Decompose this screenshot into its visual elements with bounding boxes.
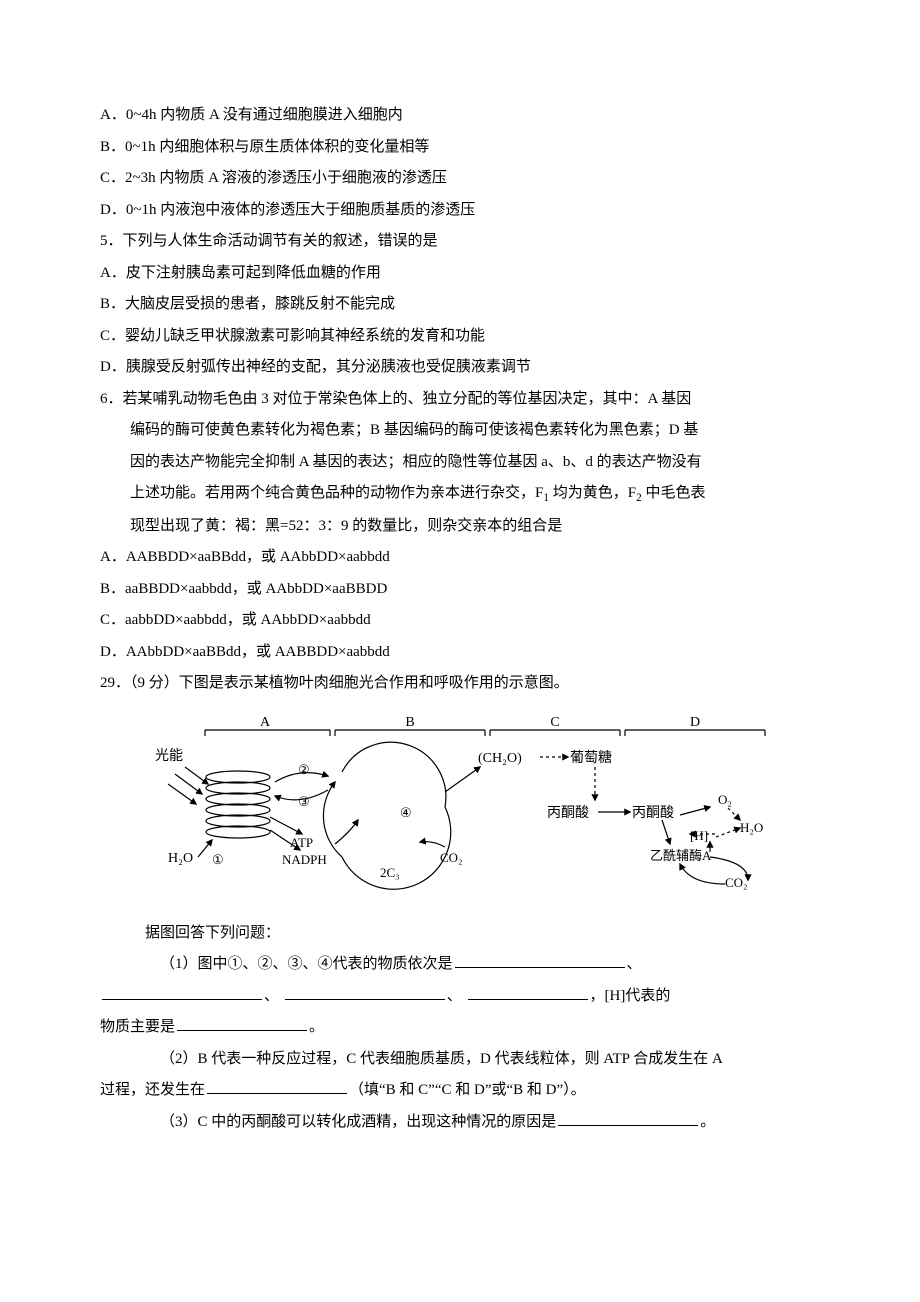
blank (177, 1012, 307, 1031)
q6-stem-4: 上述功能。若用两个纯合黄色品种的动物作为亲本进行杂交，F1 均为黄色，F2 中毛… (100, 478, 820, 511)
q29-p1a: （1）图中①、②、③、④代表的物质依次是 (160, 956, 453, 972)
q29-p1h: 。 (309, 1019, 324, 1035)
blank (285, 981, 445, 1000)
blank (468, 981, 588, 1000)
label-nadph: NADPH (282, 852, 327, 867)
label-atp: ATP (290, 835, 313, 850)
q4-option-d: D．0~1h 内液泡中液体的渗透压大于细胞质基质的渗透压 (100, 195, 820, 227)
q4-option-b: B．0~1h 内细胞体积与原生质体体积的变化量相等 (100, 132, 820, 164)
blank (102, 981, 262, 1000)
label-o2: O₂ (718, 792, 732, 807)
blank (455, 949, 625, 968)
q29-p1g: 物质主要是 (100, 1019, 175, 1035)
q29-p2-line1: （2）B 代表一种反应过程，C 代表细胞质基质，D 代表线粒体，则 ATP 合成… (100, 1044, 820, 1076)
q29-p1b: 、 (627, 956, 642, 972)
q5-option-d: D．胰腺受反射弧传出神经的支配，其分泌胰液也受促胰液素调节 (100, 352, 820, 384)
q6-stem-4a: 上述功能。若用两个纯合黄色品种的动物作为亲本进行杂交，F (130, 485, 543, 501)
label-b: B (405, 715, 414, 730)
q6-stem-4c: 中毛色表 (642, 485, 706, 501)
label-light: 光能 (155, 748, 183, 764)
label-co2-b: CO₂ (440, 850, 463, 865)
q5-option-a: A．皮下注射胰岛素可起到降低血糖的作用 (100, 258, 820, 290)
q6-stem-5: 现型出现了黄：褐：黑=52：3：9 的数量比，则杂交亲本的组合是 (100, 511, 820, 543)
q29-p1-line1: （1）图中①、②、③、④代表的物质依次是 、 (100, 949, 820, 981)
thylakoid-icon (206, 771, 270, 838)
label-circ1: ① (212, 852, 224, 867)
label-glucose: 葡萄糖 (570, 750, 612, 766)
q29-p1-line3: 物质主要是 。 (100, 1012, 820, 1044)
label-h-bracket: [H] (690, 828, 708, 843)
q29-p3-line: （3）C 中的丙酮酸可以转化成酒精，出现这种情况的原因是 。 (100, 1107, 820, 1139)
blank (207, 1075, 347, 1094)
q29-post: 据图回答下列问题： (100, 918, 820, 950)
q6-stem-1: 6．若某哺乳动物毛色由 3 对位于常染色体上的、独立分配的等位基因决定，其中：A… (100, 384, 820, 416)
label-h2o-right: H₂O (740, 820, 763, 835)
q5-option-b: B．大脑皮层受损的患者，膝跳反射不能完成 (100, 289, 820, 321)
label-acetyl: 乙酰辅酶A (650, 848, 712, 863)
q4-option-c: C．2~3h 内物质 A 溶液的渗透压小于细胞液的渗透压 (100, 163, 820, 195)
q4-option-a: A．0~4h 内物质 A 没有通过细胞膜进入细胞内 (100, 100, 820, 132)
diagram-figure: A B C D 光能 (150, 712, 770, 912)
q29-p2b: 过程，还发生在 (100, 1082, 205, 1098)
q6-stem-2: 编码的酶可使黄色素转化为褐色素；B 基因编码的酶可使该褐色素转化为黑色素；D 基 (100, 415, 820, 447)
label-a: A (260, 715, 271, 730)
label-pyruvate-d: 丙酮酸 (632, 805, 674, 821)
label-h2o-left: H₂O (168, 851, 193, 866)
q6-stem-4b: 均为黄色，F (549, 485, 636, 501)
label-circ2: ② (298, 762, 310, 777)
q29-p2c: （填“B 和 C”“C 和 D”或“B 和 D”）。 (349, 1082, 586, 1098)
q29-p1-line2: 、 、 ，[H]代表的 (100, 981, 820, 1013)
q29-p3a: （3）C 中的丙酮酸可以转化成酒精，出现这种情况的原因是 (160, 1114, 556, 1130)
label-2c3: 2C₃ (380, 865, 400, 880)
q5-stem: 5．下列与人体生命活动调节有关的叙述，错误的是 (100, 226, 820, 258)
diagram-svg: A B C D 光能 (150, 712, 770, 912)
q29-p1c: 、 (264, 988, 279, 1004)
q6-stem-3: 因的表达产物能完全抑制 A 基因的表达；相应的隐性等位基因 a、b、d 的表达产… (100, 447, 820, 479)
q29-p1d: 、 (447, 988, 462, 1004)
q29-p2-line2: 过程，还发生在 （填“B 和 C”“C 和 D”或“B 和 D”）。 (100, 1075, 820, 1107)
q29-p3b: 。 (700, 1114, 715, 1130)
label-ch2o: (CH₂O) (478, 751, 522, 766)
label-circ3: ③ (298, 794, 310, 809)
q6-option-b: B．aaBBDD×aabbdd，或 AAbbDD×aaBBDD (100, 574, 820, 606)
label-circ4: ④ (400, 805, 412, 820)
label-c: C (550, 715, 559, 730)
q29-stem: 29．（9 分）下图是表示某植物叶肉细胞光合作用和呼吸作用的示意图。 (100, 668, 820, 700)
q6-option-c: C．aabbDD×aabbdd，或 AAbbDD×aabbdd (100, 605, 820, 637)
blank (558, 1107, 698, 1126)
label-pyruvate-c: 丙酮酸 (547, 805, 589, 821)
exam-page: A．0~4h 内物质 A 没有通过细胞膜进入细胞内 B．0~1h 内细胞体积与原… (0, 0, 920, 1278)
q6-option-a: A．AABBDD×aaBBdd，或 AAbbDD×aabbdd (100, 542, 820, 574)
q5-option-c: C．婴幼儿缺乏甲状腺激素可影响其神经系统的发育和功能 (100, 321, 820, 353)
label-co2-d: CO₂ (725, 875, 748, 890)
label-d: D (690, 715, 700, 730)
q6-option-d: D．AAbbDD×aaBBdd，或 AABBDD×aabbdd (100, 637, 820, 669)
q29-p1f: ，[H]代表的 (590, 988, 671, 1004)
